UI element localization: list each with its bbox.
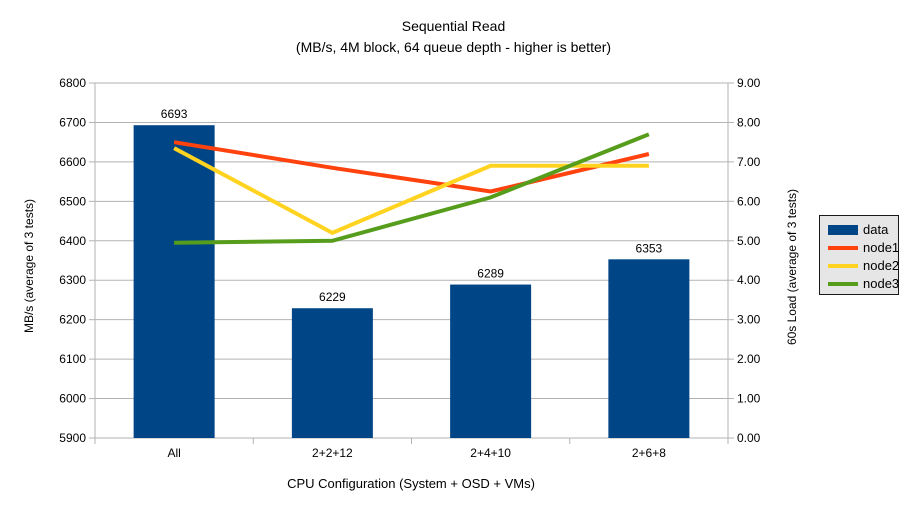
y-right-tick-label: 1.00 xyxy=(737,392,761,406)
legend-item-node3: node3 xyxy=(828,275,900,293)
y-left-tick-label: 6800 xyxy=(59,76,86,90)
y-left-tick-label: 6600 xyxy=(59,155,86,169)
legend-label: node3 xyxy=(863,276,900,291)
y-right-tick-label: 4.00 xyxy=(737,273,761,287)
y-left-tick-label: 6100 xyxy=(59,352,86,366)
bar-2+6+8 xyxy=(608,259,690,438)
y-right-tick-label: 8.00 xyxy=(737,115,761,129)
legend-label: node2 xyxy=(863,258,900,273)
y-right-tick-label: 5.00 xyxy=(737,234,761,248)
series-line-node1 xyxy=(173,140,650,194)
right-axis-title: 60s Load (average of 3 tests) xyxy=(785,188,799,346)
series-line-node3 xyxy=(174,132,650,245)
legend-swatch-node2 xyxy=(828,264,858,268)
legend-label: data xyxy=(863,222,889,237)
y-left-tick-label: 6000 xyxy=(59,392,86,406)
y-left-tick-label: 6200 xyxy=(59,313,86,327)
bar-2+4+10 xyxy=(450,284,532,438)
legend-label: node1 xyxy=(863,240,900,255)
bar-value-label: 6289 xyxy=(477,267,504,281)
legend-swatch-node3 xyxy=(828,282,858,286)
y-left-tick-label: 6300 xyxy=(59,273,86,287)
chart-subtitle: (MB/s, 4M block, 64 queue depth - higher… xyxy=(295,39,612,55)
y-right-tick-label: 6.00 xyxy=(737,194,761,208)
x-category-label: 2+2+12 xyxy=(312,446,353,460)
chart-title: Sequential Read xyxy=(401,18,506,34)
left-axis-title: MB/s (average of 3 tests) xyxy=(22,198,36,334)
bar-All xyxy=(133,125,215,438)
bar-2+2+12 xyxy=(291,308,373,438)
y-left-tick-label: 5900 xyxy=(59,431,86,445)
legend-swatch-data xyxy=(828,225,858,235)
bar-value-label: 6229 xyxy=(319,290,346,304)
legend-item-data: data xyxy=(828,221,898,239)
legend-swatch-node1 xyxy=(828,246,858,250)
x-category-label: 2+4+10 xyxy=(470,446,511,460)
y-right-tick-label: 9.00 xyxy=(737,76,761,90)
bar-value-label: 6693 xyxy=(161,107,188,121)
y-right-tick-label: 7.00 xyxy=(737,155,761,169)
y-left-tick-label: 6500 xyxy=(59,194,86,208)
x-category-label: 2+6+8 xyxy=(632,446,666,460)
legend-item-node1: node1 xyxy=(828,239,900,257)
y-left-tick-label: 6400 xyxy=(59,234,86,248)
legend: data node1 node2 node3 xyxy=(819,215,899,295)
x-axis-title: CPU Configuration (System + OSD + VMs) xyxy=(287,476,535,491)
bar-value-label: 6353 xyxy=(636,241,663,255)
x-category-label: All xyxy=(167,446,180,460)
legend-item-node2: node2 xyxy=(828,257,900,275)
y-left-tick-label: 6700 xyxy=(59,115,86,129)
y-right-tick-label: 3.00 xyxy=(737,313,761,327)
y-right-tick-label: 0.00 xyxy=(737,431,761,445)
y-right-tick-label: 2.00 xyxy=(737,352,761,366)
